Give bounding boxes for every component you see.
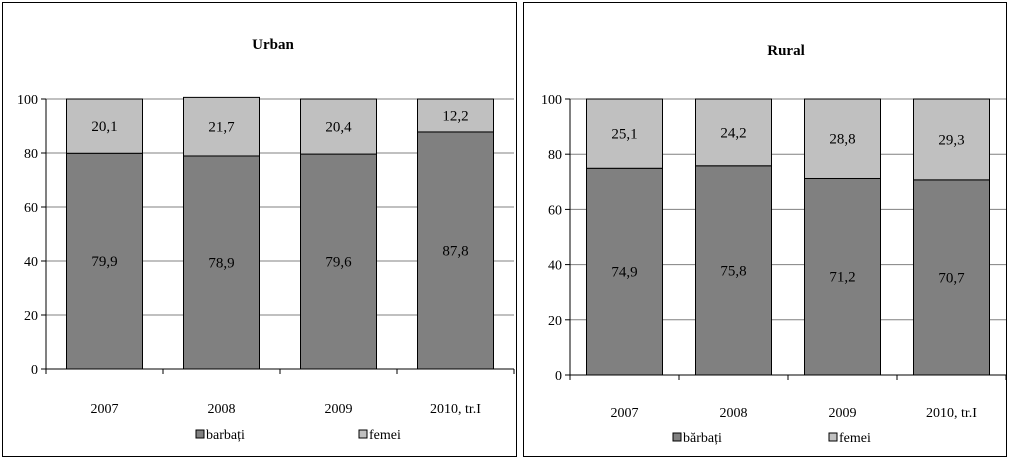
y-tick-label: 0 (555, 369, 562, 384)
x-tick-label: 2008 (720, 406, 748, 421)
bar-segment-women (183, 96, 260, 157)
x-tick-label: 2007 (611, 406, 639, 421)
x-tick-label: 2009 (325, 402, 353, 417)
bar-segment-men (913, 179, 990, 376)
x-tick-label: 2009 (829, 406, 857, 421)
data-label: 12,2 (442, 108, 468, 124)
bar-segment-men (804, 177, 881, 376)
y-tick-label: 0 (31, 363, 38, 378)
bar-segment-women (66, 98, 143, 154)
bar-segment-women (804, 98, 881, 179)
y-tick-label: 80 (24, 147, 38, 162)
legend-label: bărbați (683, 431, 722, 446)
data-label: 74,9 (611, 265, 637, 281)
bar-segment-men (695, 165, 772, 376)
data-label: 78,9 (208, 255, 234, 271)
chart-title: Urban (252, 37, 294, 53)
y-tick-label: 100 (541, 93, 562, 108)
chart-urban: Urban 0 20 40 60 80 100 79,9 20,1 2007 78,9 21,7 200… (17, 37, 515, 443)
x-tick-label: 2008 (208, 402, 236, 417)
x-tick-label: 2010, tr.I (430, 402, 481, 417)
bar-segment-men (417, 131, 494, 370)
data-label: 24,2 (720, 125, 746, 141)
y-tick-label: 80 (548, 148, 562, 163)
data-label: 20,1 (91, 119, 117, 135)
bar-segment-women (300, 98, 377, 155)
bar-segment-men (586, 167, 663, 376)
bar-segment-women (586, 98, 663, 169)
data-label: 87,8 (442, 243, 468, 259)
chart-panel-urban: Urban 0 20 40 60 80 100 79,9 20,1 2007 78,9 21,7 200… (2, 2, 517, 457)
y-tick-label: 20 (548, 314, 562, 329)
data-label: 79,6 (325, 255, 352, 271)
legend-swatch (828, 432, 838, 442)
data-label: 29,3 (938, 132, 964, 148)
data-label: 70,7 (938, 270, 965, 286)
y-tick-label: 60 (548, 203, 562, 218)
chart-rural: Rural 0 20 40 60 80 100 74,9 25,1 2007 75,8 24,2 200… (541, 43, 1006, 446)
data-label: 71,2 (829, 270, 855, 286)
chart-title: Rural (767, 43, 805, 59)
x-tick-label: 2007 (91, 402, 119, 417)
data-label: 75,8 (720, 263, 746, 279)
legend-label: femei (839, 431, 871, 446)
y-tick-label: 40 (24, 255, 38, 270)
legend-label: femei (369, 428, 401, 443)
bar-segment-women (913, 98, 990, 181)
chart-panel-rural: Rural 0 20 40 60 80 100 74,9 25,1 2007 75,8 24,2 200… (523, 2, 1007, 457)
data-label: 79,9 (91, 254, 117, 270)
y-tick-label: 100 (17, 93, 38, 108)
y-tick-label: 40 (548, 259, 562, 274)
legend-label: barbați (206, 428, 245, 443)
data-label: 25,1 (611, 127, 637, 143)
bar-segment-women (417, 98, 494, 133)
bar-segment-women (695, 98, 772, 167)
y-tick-label: 20 (24, 309, 38, 324)
legend-swatch (358, 429, 368, 439)
data-label: 21,7 (208, 120, 235, 136)
x-tick-label: 2010, tr.I (926, 406, 977, 421)
data-label: 20,4 (325, 120, 352, 136)
data-label: 28,8 (829, 132, 855, 148)
bar-segment-men (300, 153, 377, 370)
y-tick-label: 60 (24, 201, 38, 216)
legend-swatch (195, 429, 205, 439)
legend-swatch (672, 432, 682, 442)
